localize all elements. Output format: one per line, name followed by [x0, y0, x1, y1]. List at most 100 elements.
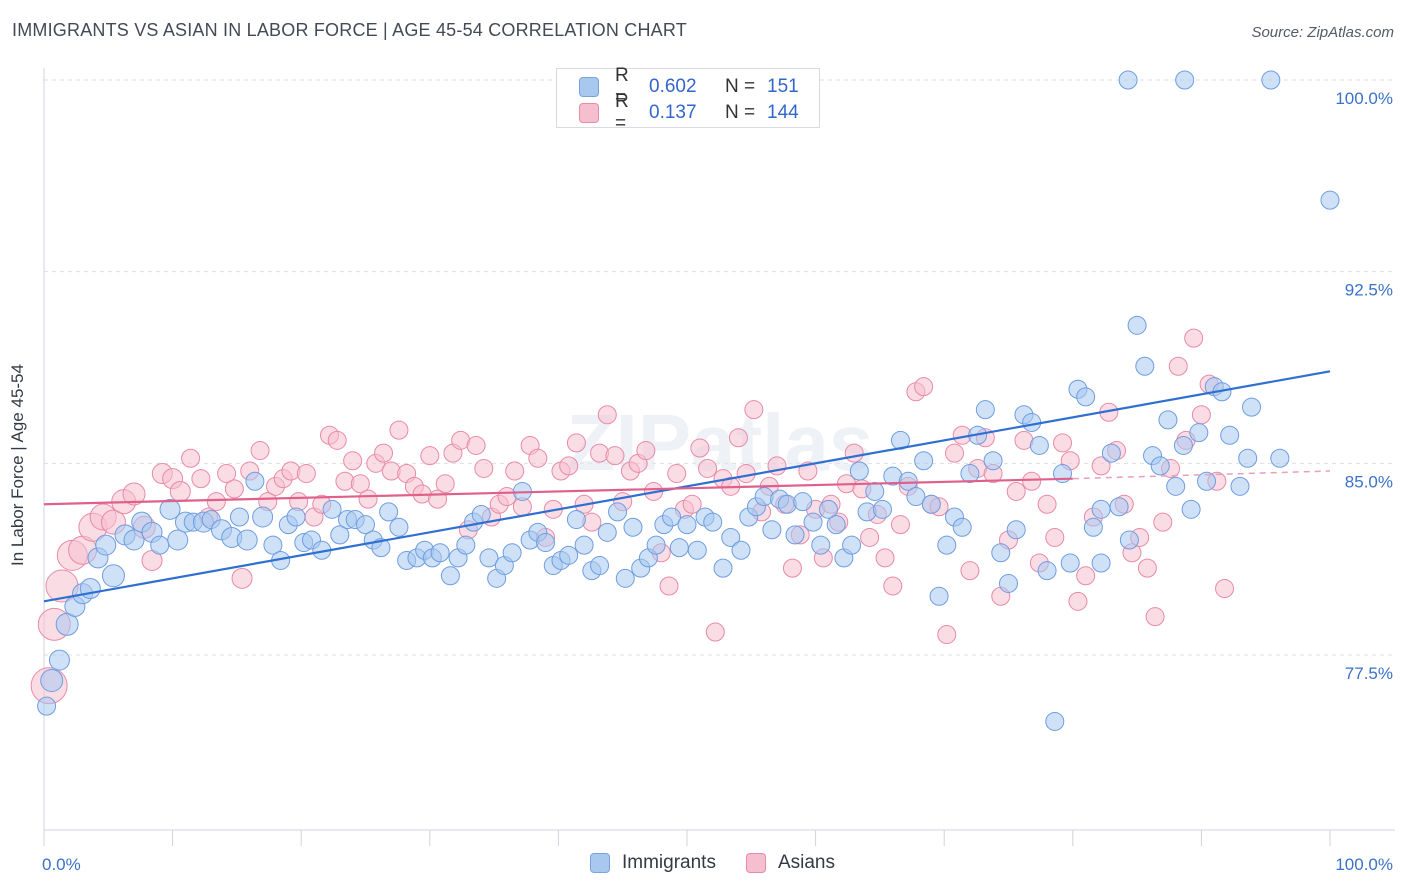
- data-point: [669, 538, 689, 558]
- data-point: [1220, 425, 1240, 445]
- data-point: [169, 480, 191, 502]
- data-point: [667, 464, 687, 484]
- x-tick-label-end: 100.0%: [1335, 855, 1393, 874]
- data-point: [1158, 410, 1178, 430]
- data-point: [1068, 591, 1088, 611]
- series-immigrants-points: [37, 70, 1340, 731]
- data-point: [1037, 561, 1057, 581]
- legend-r-label: R =: [615, 65, 629, 108]
- trend-line-asians: [43, 477, 1073, 506]
- source-label: Source: ZipAtlas.com: [1251, 24, 1394, 41]
- y-tick-label: 92.5%: [1345, 281, 1393, 300]
- data-point: [566, 510, 586, 530]
- data-point: [1118, 70, 1138, 90]
- data-point: [875, 548, 895, 568]
- data-point: [728, 428, 748, 448]
- data-point: [536, 533, 556, 553]
- data-point: [474, 458, 494, 478]
- data-point: [883, 576, 903, 596]
- data-point: [1181, 499, 1201, 519]
- series-asians-points: [30, 328, 1235, 705]
- data-point: [327, 430, 347, 450]
- legend-r-value: 0.137: [649, 102, 697, 123]
- data-point: [944, 443, 964, 463]
- data-point: [818, 499, 838, 519]
- trend-line-immigrants: [43, 370, 1331, 603]
- legend-r-value: 0.602: [649, 76, 697, 97]
- data-point: [872, 499, 892, 519]
- data-point: [991, 543, 1011, 563]
- data-point: [1261, 70, 1281, 90]
- data-point: [1109, 497, 1129, 517]
- data-point: [690, 438, 710, 458]
- data-point: [782, 558, 802, 578]
- data-point: [1320, 190, 1340, 210]
- data-point: [440, 566, 460, 586]
- data-point: [929, 586, 949, 606]
- data-point: [703, 512, 723, 532]
- data-point: [358, 489, 378, 509]
- data-point: [286, 507, 306, 527]
- data-point: [1191, 405, 1211, 425]
- data-point: [1215, 579, 1235, 599]
- data-point: [1242, 397, 1262, 417]
- data-point: [1145, 607, 1165, 627]
- data-point: [1189, 423, 1209, 443]
- trend-lines: [43, 370, 1331, 603]
- data-point: [975, 400, 995, 420]
- data-point: [559, 456, 579, 476]
- data-point: [250, 441, 270, 461]
- data-point: [95, 534, 117, 556]
- data-point: [1168, 356, 1188, 376]
- data-point: [330, 525, 350, 545]
- data-point: [159, 498, 181, 520]
- data-point: [167, 529, 189, 551]
- data-point: [296, 464, 316, 484]
- data-point: [389, 420, 409, 440]
- data-point: [762, 520, 782, 540]
- data-point: [1175, 70, 1195, 90]
- data-point: [471, 504, 491, 524]
- data-point: [1045, 527, 1065, 547]
- legend-label-asians: Asians: [777, 852, 835, 873]
- data-point: [150, 535, 170, 555]
- legend-item-asians[interactable]: Asians: [745, 852, 835, 874]
- data-point: [374, 443, 394, 463]
- data-point: [356, 515, 375, 535]
- data-point: [1022, 471, 1042, 491]
- data-point: [605, 446, 625, 466]
- data-point: [731, 540, 751, 560]
- y-tick-label: 100.0%: [1335, 89, 1393, 108]
- data-point: [682, 494, 702, 514]
- data-point: [646, 535, 666, 555]
- data-point: [597, 522, 617, 542]
- data-point: [123, 529, 145, 551]
- data-point: [921, 494, 941, 514]
- data-point: [1230, 476, 1250, 496]
- data-point: [687, 540, 707, 560]
- data-point: [1270, 448, 1290, 468]
- data-point: [803, 512, 823, 532]
- data-point: [1045, 711, 1065, 731]
- tick-labels: 77.5% 85.0% 92.5% 100.0% 0.0% 100.0%: [42, 89, 1393, 874]
- data-point: [559, 545, 579, 565]
- data-point: [1037, 494, 1057, 514]
- legend-item-immigrants[interactable]: Immigrants: [590, 852, 716, 874]
- legend-n-label: N =: [725, 102, 756, 123]
- data-point: [1076, 387, 1096, 407]
- data-point: [890, 515, 910, 535]
- data-point: [1006, 481, 1026, 501]
- data-point: [597, 405, 617, 425]
- data-point: [677, 515, 697, 535]
- data-point: [1153, 512, 1173, 532]
- data-point: [1076, 566, 1096, 586]
- data-point: [1127, 315, 1147, 335]
- data-point: [79, 578, 101, 600]
- legend-n-value: 151: [767, 76, 799, 97]
- data-point: [713, 558, 733, 578]
- data-point: [608, 502, 628, 522]
- data-point: [1137, 558, 1157, 578]
- data-point: [1238, 448, 1258, 468]
- series-legend: Immigrants Asians: [590, 852, 865, 874]
- data-point: [435, 474, 455, 494]
